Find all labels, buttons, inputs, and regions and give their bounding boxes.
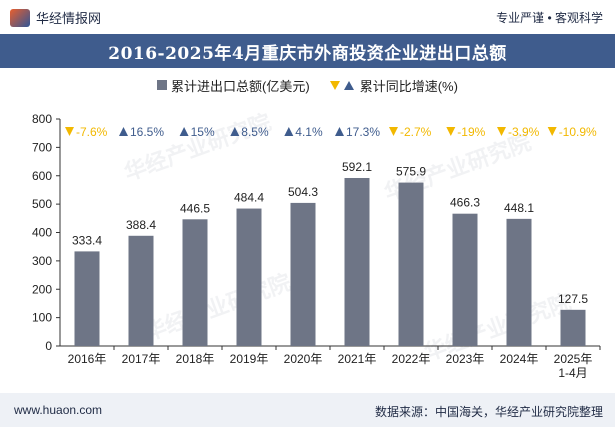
- triangle-up-icon: [284, 127, 294, 136]
- x-tick-label: 2019年: [230, 352, 269, 366]
- triangle-up-icon: [343, 80, 354, 90]
- x-tick-label: 2020年: [284, 352, 323, 366]
- growth-rate-label: 17.3%: [346, 125, 380, 139]
- source-label: 数据来源：中国海关，华经产业研究院整理: [374, 405, 603, 419]
- y-tick-label: 400: [32, 226, 52, 240]
- chart-title: 2016-2025年4月重庆市外商投资企业进出口总额: [108, 43, 507, 64]
- y-tick-label: 200: [32, 282, 52, 296]
- legend: 累计进出口总额(亿美元) 累计同比增速(%): [0, 75, 615, 95]
- triangle-down-icon: [497, 127, 506, 136]
- triangle-down-icon: [329, 80, 340, 90]
- growth-rate-label: 16.5%: [130, 125, 164, 139]
- bar-value-label: 446.5: [180, 201, 210, 215]
- y-tick-label: 500: [32, 197, 52, 211]
- triangle-down-icon: [547, 127, 557, 136]
- x-tick-label: 2017年: [122, 352, 161, 366]
- bar-value-label: 388.4: [126, 218, 156, 232]
- x-tick-label: 2023年: [446, 352, 485, 366]
- bar: [506, 218, 532, 346]
- bar: [344, 177, 370, 346]
- triangle-up-icon: [230, 127, 240, 136]
- y-tick-label: 600: [32, 169, 52, 183]
- growth-rate-label: 8.5%: [241, 125, 269, 139]
- title-bar: 2016-2025年4月重庆市外商投资企业进出口总额: [0, 34, 615, 68]
- y-tick-label: 0: [45, 339, 52, 353]
- triangle-down-icon: [446, 127, 456, 136]
- triangle-up-icon: [179, 127, 189, 136]
- growth-rate-label: 15%: [191, 125, 215, 139]
- bar: [560, 309, 586, 346]
- triangle-down-icon: [65, 127, 74, 136]
- brand: 华经情报网: [10, 8, 101, 27]
- brand-name: 华经情报网: [36, 11, 102, 26]
- x-tick-label: 2025年: [554, 352, 593, 366]
- bar-value-label: 575.9: [396, 165, 426, 179]
- growth-rate-label: -7.6%: [76, 125, 108, 139]
- y-tick-label: 300: [32, 254, 52, 268]
- x-tick-label: 2021年: [338, 352, 377, 366]
- legend-bar-label: 累计进出口总额(亿美元): [171, 78, 310, 94]
- triangle-up-icon: [335, 127, 344, 136]
- bar-value-label: 484.4: [234, 191, 264, 205]
- bar-value-label: 448.1: [504, 201, 534, 215]
- bar: [452, 213, 478, 346]
- growth-rate-label: -2.7%: [400, 125, 432, 139]
- top-bar: 华经情报网 专业严谨 • 客观科学: [0, 0, 615, 34]
- bar-value-label: 592.1: [342, 160, 372, 174]
- x-tick-label: 2024年: [500, 352, 539, 366]
- y-tick-label: 700: [32, 140, 52, 154]
- triangle-up-icon: [119, 127, 128, 136]
- growth-rate-label: -10.9%: [559, 125, 597, 139]
- legend-growth-label: 累计同比增速(%): [359, 78, 458, 94]
- legend-bar-swatch: [157, 80, 168, 90]
- bar: [236, 208, 262, 346]
- y-tick-label: 800: [32, 112, 52, 126]
- triangle-down-icon: [389, 127, 398, 136]
- bar: [74, 251, 100, 346]
- tagline: 专业严谨 • 客观科学: [496, 11, 603, 25]
- x-tick-label: 2022年: [392, 352, 431, 366]
- x-tick-label: 1-4月: [558, 366, 587, 380]
- legend-item-bars: 累计进出口总额(亿美元): [157, 76, 310, 95]
- growth-rate-label: -3.9%: [508, 125, 540, 139]
- legend-item-growth: 累计同比增速(%): [329, 76, 458, 95]
- growth-rate-label: 4.1%: [295, 125, 323, 139]
- bar-value-label: 504.3: [288, 185, 318, 199]
- x-tick-label: 2016年: [68, 352, 107, 366]
- bar-value-label: 333.4: [72, 233, 102, 247]
- bar: [398, 182, 424, 346]
- footer: www.huaon.com 数据来源：中国海关，华经产业研究院整理: [0, 393, 615, 427]
- x-tick-label: 2018年: [176, 352, 215, 366]
- growth-rate-label: -19%: [457, 125, 485, 139]
- bar-value-label: 466.3: [450, 196, 480, 210]
- bar-value-label: 127.5: [558, 292, 588, 306]
- y-tick-label: 100: [32, 311, 52, 325]
- brand-logo-icon: [10, 8, 30, 27]
- bar: [290, 202, 316, 346]
- bar: [128, 235, 154, 346]
- website-label: www.huaon.com: [14, 403, 103, 417]
- bar-chart: 0 100 200 300 400 500 600 700 800 333.4 2016年 -7.6%…: [32, 112, 601, 380]
- bar: [182, 219, 208, 346]
